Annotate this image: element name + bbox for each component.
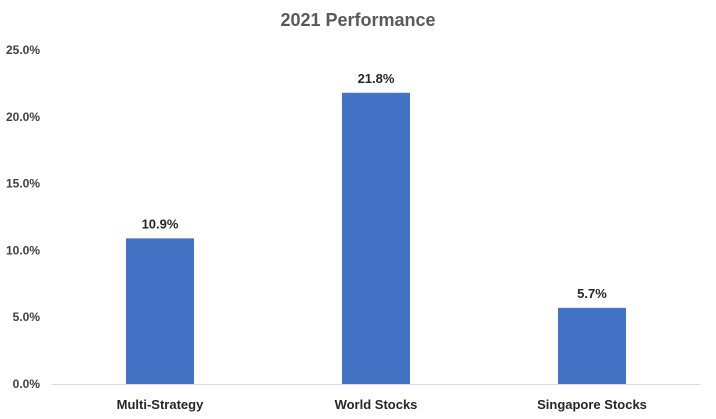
bar [126,238,194,384]
y-tick-label: 25.0% [6,43,40,57]
x-tick-label: Singapore Stocks [537,397,647,412]
data-label: 5.7% [577,286,607,301]
data-label: 10.9% [142,216,179,231]
y-tick-label: 5.0% [13,310,41,324]
data-labels: 10.9% 21.8% 5.7% [142,71,608,301]
y-axis: 0.0% 5.0% 10.0% 15.0% 20.0% 25.0% [6,43,40,391]
y-tick-label: 15.0% [6,177,40,191]
y-tick-label: 0.0% [13,377,41,391]
bar-series [126,92,626,384]
x-axis-categories: Multi-Strategy World Stocks Singapore Stoc… [117,397,647,412]
bar [558,307,626,384]
x-tick-label: Multi-Strategy [117,397,204,412]
data-label: 21.8% [358,71,395,86]
bar [342,92,410,384]
chart-title: 2021 Performance [280,10,435,30]
y-tick-label: 10.0% [6,243,40,257]
y-tick-label: 20.0% [6,110,40,124]
x-tick-label: World Stocks [335,397,418,412]
